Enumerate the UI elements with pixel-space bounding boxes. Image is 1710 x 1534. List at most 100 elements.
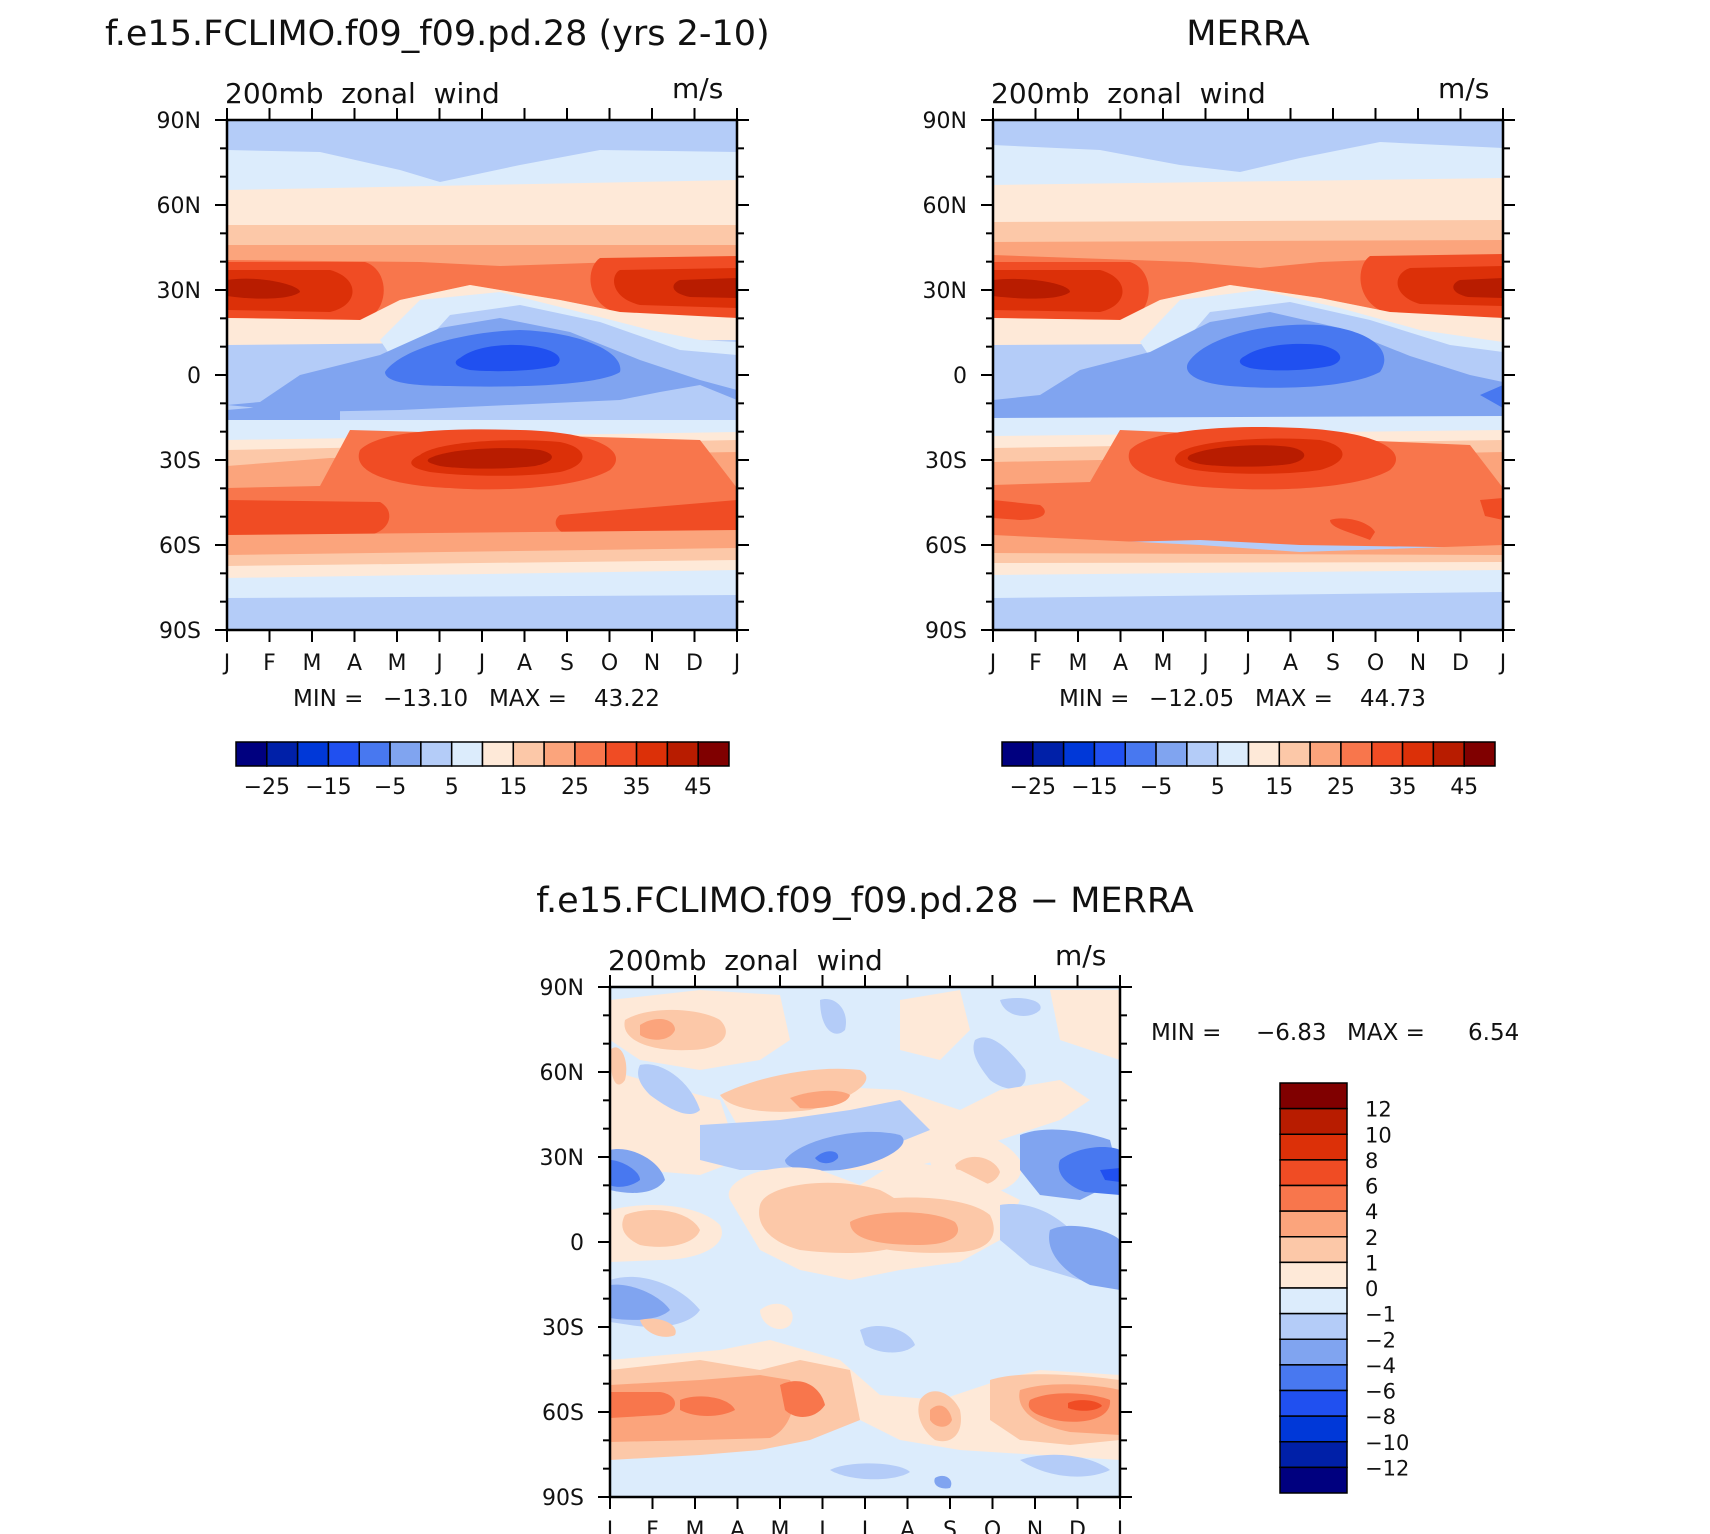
colorbar-label: 25 <box>561 775 589 800</box>
colorbar-swatch <box>605 741 638 767</box>
colorbar-swatch <box>481 741 515 767</box>
colorbar-swatch <box>1279 1210 1348 1238</box>
y-tick-label: 60N <box>923 194 967 219</box>
colorbar-swatch <box>1279 1338 1348 1366</box>
colorbar-swatch <box>358 741 391 767</box>
colorbar-swatch <box>1279 1184 1348 1212</box>
panel-model-field <box>227 120 737 630</box>
colorbar-label: 12 <box>1365 1098 1392 1122</box>
panel-merra-colorbar: −25 −15 −5 5 15 25 35 45 <box>1001 741 1496 800</box>
y-tick-label: 30S <box>159 449 201 474</box>
colorbar-label: −15 <box>305 775 351 800</box>
colorbar-label: −1 <box>1365 1303 1396 1327</box>
colorbar-label: 25 <box>1327 775 1355 800</box>
colorbar-label: −12 <box>1365 1456 1409 1480</box>
panel-difference-subtitle: 200mb zonal wind <box>608 944 883 977</box>
colorbar-swatch <box>1279 1364 1348 1392</box>
x-tick-label: O <box>1367 651 1384 676</box>
x-tick-label: S <box>560 651 574 676</box>
x-tick-label: M <box>686 1518 705 1534</box>
colorbar-swatch <box>1278 741 1311 767</box>
panel-merra-title: MERRA <box>1186 14 1310 54</box>
x-tick-label: J <box>434 651 443 676</box>
x-tick-label: J <box>477 651 486 676</box>
colorbar-label: −5 <box>1140 775 1172 800</box>
x-tick-label: S <box>943 1518 957 1534</box>
colorbar-label: −25 <box>244 775 290 800</box>
panel-difference-axes: J F M A M J J A S O N D J 90N 60N 30N 0 30S 60S 90S <box>540 975 1132 1534</box>
panel-difference-min-label: MIN = <box>1151 1020 1221 1046</box>
x-tick-label: J <box>817 1518 826 1534</box>
x-tick-label: D <box>1452 651 1469 676</box>
y-tick-label: 90S <box>925 619 967 644</box>
y-tick-label: 30S <box>542 1316 584 1341</box>
x-tick-label: J <box>605 1518 614 1534</box>
colorbar-label: 35 <box>623 775 651 800</box>
colorbar-swatch <box>1279 1441 1348 1469</box>
colorbar-swatch <box>543 741 576 767</box>
colorbar-swatch <box>1001 741 1034 767</box>
x-tick-label: J <box>1243 651 1252 676</box>
colorbar-swatch <box>1032 741 1065 767</box>
colorbar-swatch <box>389 741 422 767</box>
y-tick-label: 0 <box>570 1231 584 1256</box>
panel-merra-field <box>993 120 1503 630</box>
colorbar-swatch <box>1309 741 1342 767</box>
x-tick-label: M <box>1154 651 1173 676</box>
y-tick-label: 60S <box>925 534 967 559</box>
panel-model-title: f.e15.FCLIMO.f09_f09.pd.28 (yrs 2-10) <box>105 14 770 54</box>
x-tick-label: F <box>1029 651 1042 676</box>
colorbar-label: 1 <box>1365 1251 1378 1275</box>
colorbar-swatch <box>1279 1133 1348 1161</box>
colorbar-swatch <box>512 741 545 767</box>
panel-merra-max-value: 44.73 <box>1360 686 1426 712</box>
colorbar-swatch <box>1279 1415 1348 1443</box>
colorbar-swatch <box>635 741 669 767</box>
colorbar-swatch <box>1279 1082 1348 1110</box>
colorbar-label: −2 <box>1365 1328 1396 1352</box>
colorbar-label: 5 <box>1211 775 1225 800</box>
colorbar-swatch <box>1279 1287 1348 1315</box>
panel-difference-units: m/s <box>1055 939 1106 972</box>
x-tick-label: M <box>303 651 322 676</box>
colorbar-label: 2 <box>1365 1226 1378 1250</box>
y-tick-label: 90N <box>157 109 201 134</box>
x-tick-label: A <box>1283 651 1298 676</box>
colorbar-swatch <box>420 741 453 767</box>
colorbar-label: −4 <box>1365 1354 1396 1378</box>
x-tick-label: D <box>1069 1518 1086 1534</box>
y-tick-label: 30N <box>540 1146 584 1171</box>
y-tick-label: 0 <box>953 364 967 389</box>
colorbar-label: 10 <box>1365 1123 1392 1147</box>
panel-merra-max-label: MAX = <box>1255 686 1333 712</box>
x-tick-label: D <box>686 651 703 676</box>
colorbar-swatch <box>296 741 330 767</box>
colorbar-swatch <box>574 741 607 767</box>
colorbar-swatch <box>1093 741 1126 767</box>
panel-difference-max-value: 6.54 <box>1468 1020 1519 1046</box>
colorbar-swatch <box>450 741 484 767</box>
colorbar-swatch <box>1371 741 1404 767</box>
panel-model-min-label: MIN = <box>293 686 363 712</box>
colorbar-swatch <box>1186 741 1219 767</box>
colorbar-swatch <box>235 741 268 767</box>
x-tick-label: J <box>222 651 231 676</box>
y-tick-label: 90S <box>159 619 201 644</box>
colorbar-swatch <box>1279 1159 1348 1187</box>
y-tick-label: 30S <box>925 449 967 474</box>
panel-difference: f.e15.FCLIMO.f09_f09.pd.28 − MERRA 200mb… <box>536 881 1519 1534</box>
x-tick-label: M <box>388 651 407 676</box>
colorbar-label: 4 <box>1365 1200 1378 1224</box>
colorbar-swatch <box>1279 1389 1348 1417</box>
colorbar-label: 15 <box>499 775 527 800</box>
colorbar-swatch <box>1124 741 1157 767</box>
colorbar-swatch <box>1247 741 1281 767</box>
colorbar-swatch <box>1463 741 1496 767</box>
colorbar-label: −6 <box>1365 1380 1396 1404</box>
colorbar-swatch <box>1279 1312 1348 1340</box>
panel-merra-min-value: −12.05 <box>1149 686 1234 712</box>
x-tick-label: J <box>1115 1518 1124 1534</box>
